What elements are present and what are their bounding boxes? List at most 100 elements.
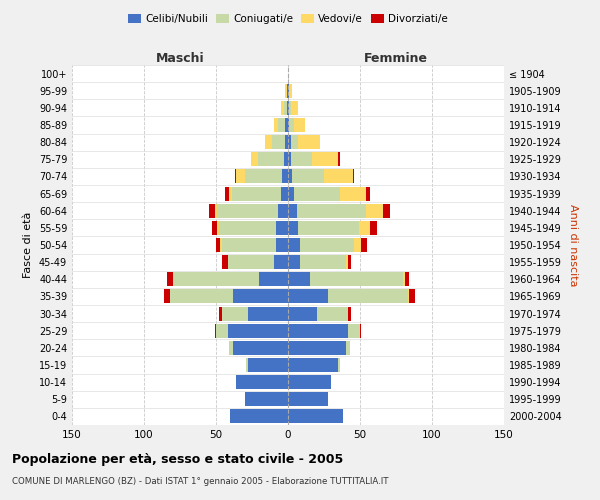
Bar	[173, 272, 259, 286]
Bar	[170, 290, 233, 304]
Text: Maschi: Maschi	[155, 52, 205, 65]
Bar	[245, 392, 288, 406]
Bar	[354, 238, 361, 252]
Bar	[230, 410, 288, 424]
Bar	[403, 272, 404, 286]
Bar	[251, 152, 258, 166]
Bar	[236, 170, 245, 183]
Bar	[366, 186, 370, 200]
Bar	[287, 101, 288, 115]
Bar	[233, 341, 288, 355]
Bar	[288, 204, 296, 218]
Bar	[209, 204, 215, 218]
Bar	[265, 135, 272, 149]
Bar	[370, 221, 377, 235]
Bar	[217, 204, 278, 218]
Bar	[288, 290, 328, 304]
Bar	[404, 272, 409, 286]
Bar	[167, 272, 173, 286]
Bar	[366, 204, 383, 218]
Bar	[349, 324, 360, 338]
Text: Popolazione per età, sesso e stato civile - 2005: Popolazione per età, sesso e stato civil…	[12, 452, 343, 466]
Bar	[284, 101, 287, 115]
Bar	[272, 135, 285, 149]
Bar	[215, 324, 216, 338]
Bar	[246, 358, 248, 372]
Bar	[281, 101, 284, 115]
Bar	[299, 238, 354, 252]
Bar	[248, 358, 288, 372]
Bar	[248, 306, 288, 320]
Bar	[274, 118, 278, 132]
Bar	[310, 272, 403, 286]
Bar	[288, 341, 346, 355]
Bar	[349, 306, 352, 320]
Bar	[222, 238, 277, 252]
Bar	[216, 324, 227, 338]
Bar	[296, 204, 366, 218]
Bar	[227, 324, 288, 338]
Bar	[288, 84, 289, 98]
Bar	[288, 186, 294, 200]
Bar	[338, 152, 340, 166]
Bar	[227, 255, 274, 269]
Bar	[285, 118, 288, 132]
Bar	[360, 324, 361, 338]
Text: Femmine: Femmine	[364, 52, 428, 65]
Bar	[289, 118, 294, 132]
Bar	[222, 255, 227, 269]
Bar	[259, 272, 288, 286]
Bar	[324, 170, 353, 183]
Bar	[361, 238, 367, 252]
Bar	[288, 306, 317, 320]
Bar	[222, 306, 248, 320]
Bar	[229, 186, 232, 200]
Bar	[288, 238, 299, 252]
Bar	[288, 101, 289, 115]
Bar	[317, 306, 349, 320]
Bar	[313, 152, 338, 166]
Bar	[288, 170, 292, 183]
Bar	[298, 135, 320, 149]
Bar	[224, 186, 229, 200]
Bar	[289, 84, 292, 98]
Bar	[274, 255, 288, 269]
Bar	[288, 358, 338, 372]
Bar	[383, 204, 390, 218]
Bar	[288, 135, 291, 149]
Bar	[288, 255, 299, 269]
Bar	[285, 84, 287, 98]
Y-axis label: Fasce di età: Fasce di età	[23, 212, 33, 278]
Bar	[287, 84, 288, 98]
Bar	[338, 358, 340, 372]
Bar	[215, 204, 217, 218]
Bar	[217, 221, 219, 235]
Bar	[281, 186, 288, 200]
Bar	[409, 290, 415, 304]
Bar	[164, 290, 170, 304]
Bar	[212, 221, 217, 235]
Bar	[288, 392, 328, 406]
Bar	[294, 118, 305, 132]
Bar	[289, 101, 291, 115]
Bar	[288, 375, 331, 389]
Bar	[292, 170, 324, 183]
Bar	[282, 170, 288, 183]
Bar	[288, 272, 310, 286]
Bar	[258, 152, 284, 166]
Bar	[349, 255, 352, 269]
Bar	[359, 221, 370, 235]
Bar	[284, 152, 288, 166]
Bar	[288, 221, 298, 235]
Y-axis label: Anni di nascita: Anni di nascita	[568, 204, 578, 286]
Legend: Celibi/Nubili, Coniugati/e, Vedovi/e, Divorziati/e: Celibi/Nubili, Coniugati/e, Vedovi/e, Di…	[124, 10, 452, 29]
Bar	[216, 238, 220, 252]
Bar	[291, 101, 298, 115]
Bar	[353, 170, 354, 183]
Bar	[294, 186, 340, 200]
Bar	[291, 152, 313, 166]
Bar	[288, 410, 343, 424]
Bar	[278, 118, 285, 132]
Bar	[328, 290, 407, 304]
Bar	[220, 238, 222, 252]
